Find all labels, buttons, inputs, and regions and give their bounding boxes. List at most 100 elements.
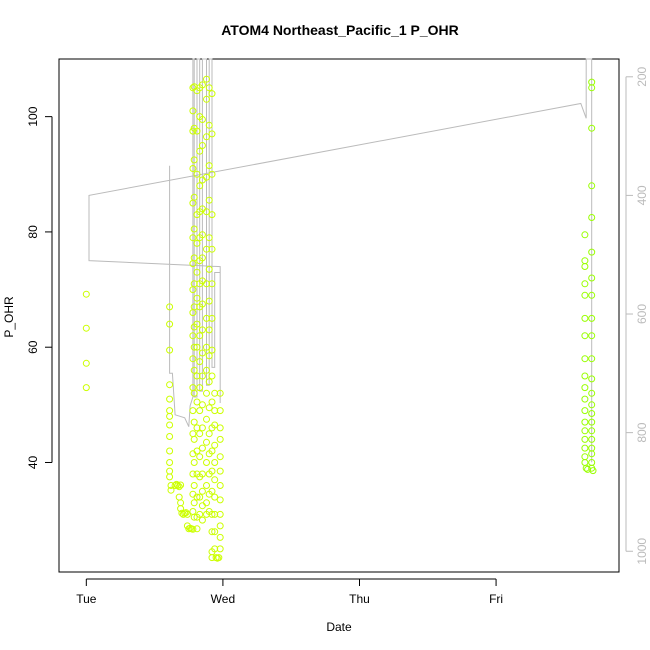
data-point (166, 421, 174, 429)
data-point (581, 435, 589, 443)
pressure-trace-layer (88, 58, 593, 463)
data-point (189, 165, 197, 172)
data-point (198, 231, 206, 239)
data-point (166, 407, 174, 415)
x-tick-label: Fri (489, 592, 503, 606)
right-tick-label: 600 (635, 304, 649, 324)
data-point (190, 459, 198, 466)
data-point (208, 510, 216, 518)
data-point (189, 234, 197, 242)
data-point (166, 395, 174, 403)
data-point (190, 193, 198, 201)
data-point (177, 481, 185, 489)
data-point (198, 444, 206, 452)
data-point (198, 142, 206, 149)
data-point (196, 358, 204, 366)
data-point (581, 418, 589, 426)
data-point (588, 124, 596, 132)
data-point (203, 366, 210, 374)
data-point (216, 467, 224, 475)
data-point (190, 513, 198, 521)
data-point (166, 381, 174, 389)
data-point (203, 133, 210, 141)
data-point (190, 254, 198, 262)
data-point (581, 231, 589, 239)
data-point (216, 510, 224, 518)
data-point (588, 435, 596, 443)
data-point (205, 326, 213, 334)
data-point (205, 378, 213, 386)
data-point (198, 502, 206, 510)
y-tick-label: 80 (26, 225, 40, 239)
data-point (588, 214, 596, 221)
data-point (203, 499, 210, 507)
data-point (193, 424, 201, 432)
data-point (208, 130, 216, 138)
data-point (581, 263, 589, 270)
data-point (198, 516, 206, 524)
data-point (205, 430, 213, 438)
data-point (208, 467, 216, 475)
data-point (189, 407, 197, 415)
data-point (166, 412, 174, 420)
data-point (216, 389, 224, 397)
data-point (211, 421, 219, 429)
y-tick-label: 40 (26, 455, 40, 469)
data-point (198, 326, 206, 334)
data-point (196, 332, 204, 340)
data-point (216, 435, 224, 443)
data-point (581, 291, 589, 299)
data-point (193, 170, 201, 178)
data-point (190, 343, 198, 351)
data-point (198, 300, 206, 308)
data-point (581, 384, 589, 392)
data-point (216, 424, 224, 432)
data-point (211, 528, 219, 536)
data-point (216, 482, 224, 489)
data-point (166, 346, 174, 354)
x-axis-label: Date (326, 620, 352, 634)
data-point (190, 482, 198, 489)
x-tick-label: Tue (76, 592, 97, 606)
data-point (193, 343, 201, 351)
data-point (166, 433, 174, 440)
data-point (588, 410, 596, 417)
x-tick-label: Thu (349, 592, 370, 606)
data-point (589, 467, 597, 475)
data-point (190, 389, 198, 397)
data-point (193, 294, 201, 302)
data-point (196, 453, 204, 461)
data-point (182, 509, 190, 517)
data-point (193, 239, 201, 247)
data-point (205, 234, 213, 242)
data-point (203, 415, 210, 423)
data-point (205, 121, 213, 129)
data-point (189, 332, 197, 340)
data-point (208, 245, 216, 253)
data-point (189, 107, 197, 115)
data-point (203, 343, 210, 351)
data-point (588, 332, 596, 340)
data-point (198, 349, 206, 357)
data-point (205, 352, 213, 360)
y-tick-label: 100 (26, 106, 40, 126)
data-point (581, 427, 589, 435)
y-tick-label: 60 (26, 340, 40, 354)
data-point (82, 290, 90, 298)
data-point (216, 453, 224, 461)
data-point (175, 483, 183, 491)
data-point (190, 435, 198, 443)
right-tick-label: 400 (635, 185, 649, 205)
data-point (189, 525, 197, 533)
data-point (211, 493, 219, 501)
data-point (208, 211, 216, 219)
data-point (211, 476, 219, 484)
data-point (166, 303, 174, 311)
data-point (581, 453, 589, 461)
data-point (588, 314, 596, 322)
data-point (208, 280, 216, 288)
data-point (196, 510, 204, 518)
right-tick-label: 200 (635, 66, 649, 86)
